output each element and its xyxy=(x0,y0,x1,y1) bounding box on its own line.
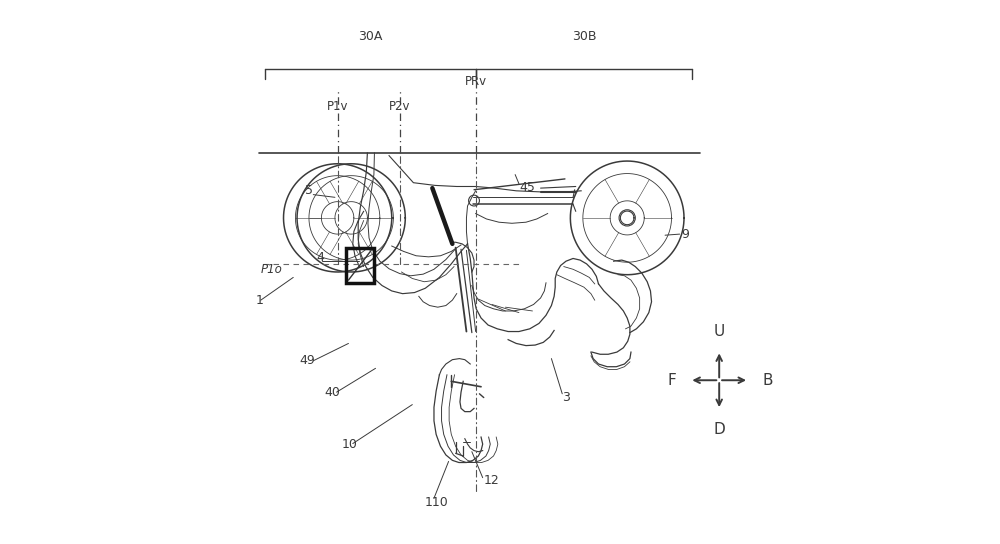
Text: P2v: P2v xyxy=(389,100,411,113)
Text: D: D xyxy=(713,422,725,437)
Text: P1v: P1v xyxy=(327,100,348,113)
Text: 12: 12 xyxy=(484,474,500,487)
Text: 30A: 30A xyxy=(358,30,382,44)
Text: 4: 4 xyxy=(316,251,324,264)
Text: 1: 1 xyxy=(255,294,263,307)
Bar xyxy=(346,248,374,283)
Text: U: U xyxy=(714,324,725,338)
Text: 9: 9 xyxy=(681,228,689,242)
Text: F: F xyxy=(667,373,676,388)
Text: 110: 110 xyxy=(424,496,448,509)
Text: 30B: 30B xyxy=(572,30,596,44)
Text: 40: 40 xyxy=(324,386,340,399)
Text: 49: 49 xyxy=(300,354,315,367)
Text: 10: 10 xyxy=(342,438,358,451)
Text: 5: 5 xyxy=(305,183,313,196)
Text: P1o: P1o xyxy=(261,263,283,276)
Text: 45: 45 xyxy=(519,181,535,194)
Text: PRv: PRv xyxy=(465,75,487,88)
Text: B: B xyxy=(762,373,773,388)
Text: 3: 3 xyxy=(562,391,570,404)
